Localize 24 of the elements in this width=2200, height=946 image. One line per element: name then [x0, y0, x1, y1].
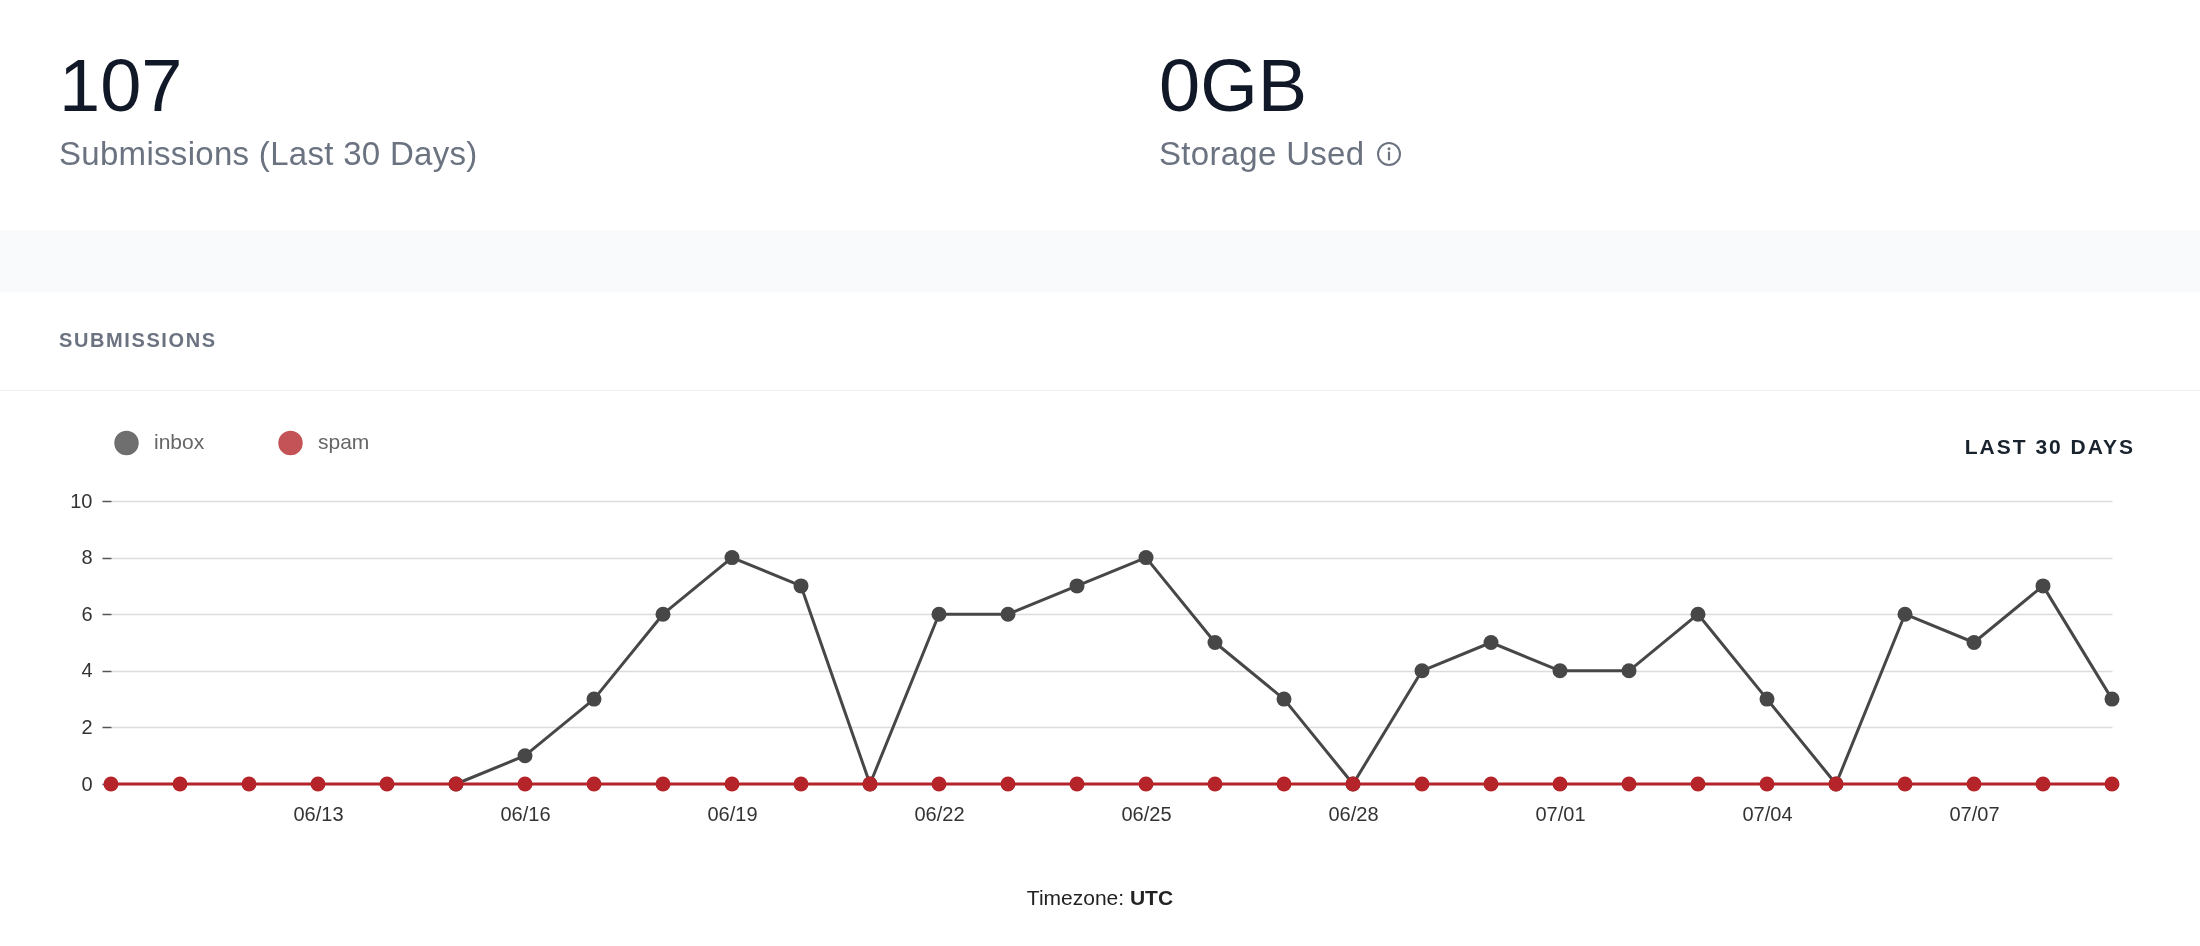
x-tick-label: 06/16: [500, 802, 551, 825]
y-tick-label: 6: [81, 602, 93, 625]
x-tick-label: 07/04: [1742, 802, 1793, 825]
legend-label: spam: [318, 429, 370, 453]
legend-label: inbox: [154, 429, 205, 453]
text: 0GB: [1159, 44, 1308, 127]
y-tick-label: 0: [81, 772, 93, 795]
y-tick-label: 4: [81, 659, 93, 682]
x-tick-label: 06/22: [914, 802, 965, 825]
y-tick-label: 10: [70, 489, 93, 512]
x-tick-label: 07/01: [1535, 802, 1586, 825]
x-tick-label: 06/13: [293, 802, 344, 825]
text: Submissions (Last 30 Days): [59, 134, 478, 174]
text: LAST 30 DAYS: [1964, 435, 2135, 459]
x-tick-label: 06/19: [707, 802, 758, 825]
text: Timezone: UTC: [1026, 886, 1174, 909]
y-tick-label: 2: [81, 715, 93, 738]
y-tick-label: 8: [81, 546, 93, 569]
x-tick-label: 07/07: [1949, 802, 2000, 825]
chart-title: SUBMISSIONS: [59, 329, 217, 352]
x-tick-label: 06/25: [1121, 802, 1172, 825]
x-tick-label: 06/28: [1328, 802, 1379, 825]
text: 107: [59, 44, 183, 127]
text: Storage Used: [1159, 134, 1365, 174]
